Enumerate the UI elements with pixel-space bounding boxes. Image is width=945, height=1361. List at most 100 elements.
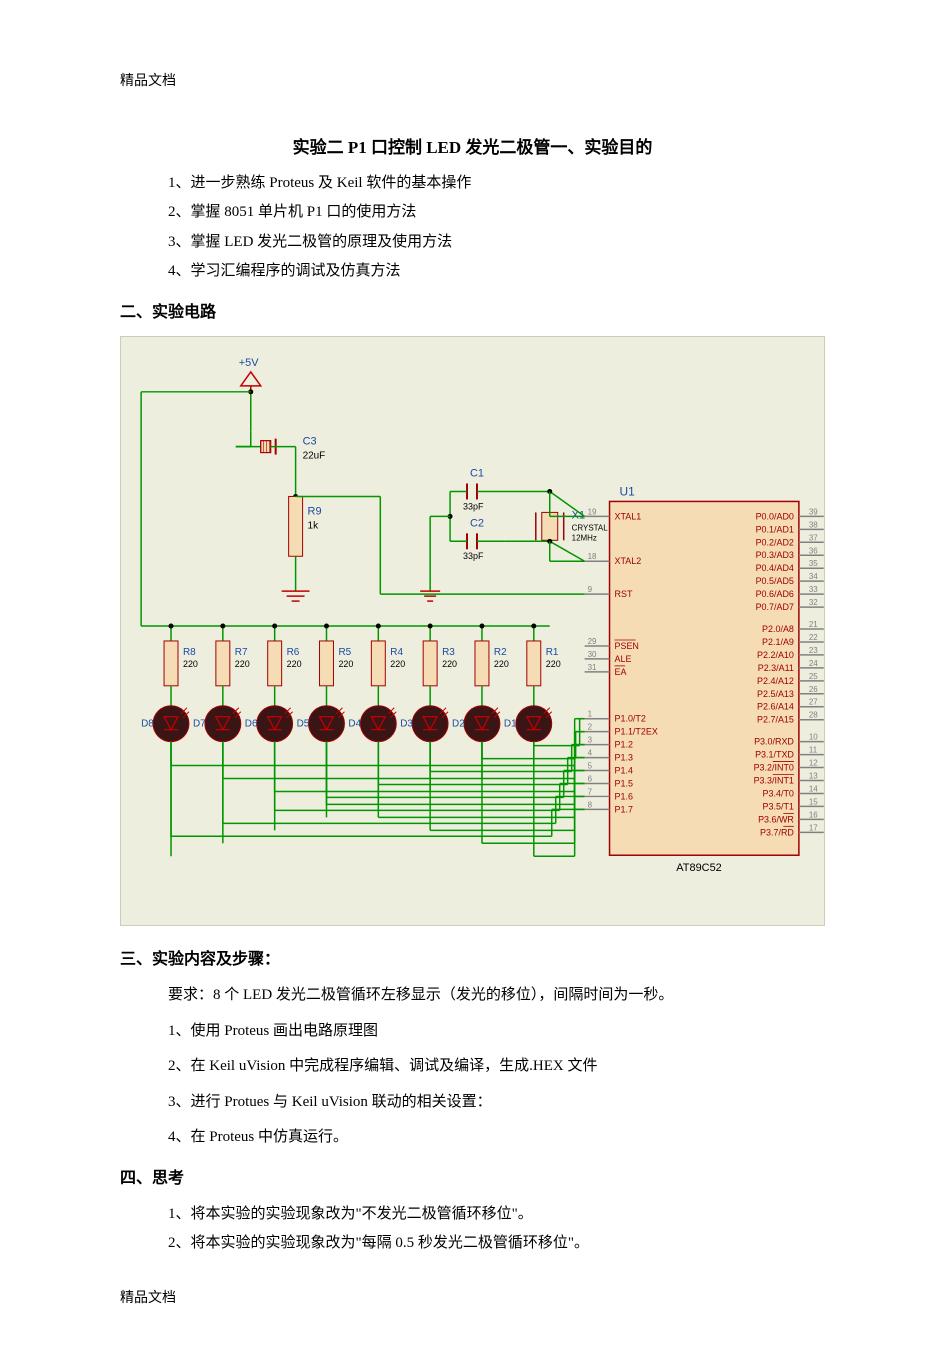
- svg-text:33: 33: [809, 585, 818, 594]
- svg-text:8: 8: [588, 800, 593, 809]
- svg-text:C3: C3: [303, 436, 317, 448]
- svg-text:P2.3/A11: P2.3/A11: [758, 663, 794, 673]
- svg-text:D6: D6: [245, 719, 258, 730]
- svg-text:24: 24: [809, 659, 818, 668]
- svg-text:PSEN: PSEN: [615, 641, 639, 651]
- svg-text:P0.6/AD6: P0.6/AD6: [756, 589, 794, 599]
- svg-text:C1: C1: [470, 467, 484, 479]
- steps-list: 1、使用 Proteus 画出电路原理图2、在 Keil uVision 中完成…: [120, 1019, 825, 1151]
- svg-text:1k: 1k: [308, 520, 319, 531]
- svg-text:220: 220: [442, 659, 457, 669]
- svg-text:220: 220: [287, 659, 302, 669]
- svg-text:R3: R3: [442, 647, 455, 658]
- svg-text:P0.1/AD1: P0.1/AD1: [756, 524, 794, 534]
- svg-text:220: 220: [546, 659, 561, 669]
- svg-text:23: 23: [809, 646, 818, 655]
- svg-text:C2: C2: [470, 517, 484, 529]
- svg-text:7: 7: [588, 787, 593, 796]
- svg-text:D5: D5: [297, 719, 310, 730]
- svg-text:25: 25: [809, 672, 818, 681]
- svg-text:32: 32: [809, 598, 818, 607]
- svg-text:P1.0/T2: P1.0/T2: [615, 714, 646, 724]
- svg-text:ALE: ALE: [615, 654, 632, 664]
- svg-text:P0.5/AD5: P0.5/AD5: [756, 576, 794, 586]
- svg-text:14: 14: [809, 784, 818, 793]
- svg-text:P0.4/AD4: P0.4/AD4: [756, 563, 794, 573]
- svg-text:10: 10: [809, 733, 818, 742]
- svg-text:19: 19: [588, 507, 597, 516]
- svg-text:36: 36: [809, 546, 818, 555]
- objective-item: 3、掌握 LED 发光二极管的原理及使用方法: [168, 230, 825, 256]
- page-footer: 精品文档: [120, 1287, 825, 1311]
- svg-text:XTAL1: XTAL1: [615, 511, 642, 521]
- svg-text:D2: D2: [452, 719, 465, 730]
- svg-text:D3: D3: [400, 719, 413, 730]
- svg-text:27: 27: [809, 698, 818, 707]
- svg-text:P0.2/AD2: P0.2/AD2: [756, 537, 794, 547]
- svg-text:P0.7/AD7: P0.7/AD7: [756, 602, 794, 612]
- thoughts-list: 1、将本实验的实验现象改为"不发光二极管循环移位"。 2、将本实验的实验现象改为"…: [120, 1202, 825, 1257]
- svg-text:P3.1/TXD: P3.1/TXD: [755, 749, 794, 759]
- svg-text:P1.4: P1.4: [615, 765, 633, 775]
- svg-text:31: 31: [588, 663, 597, 672]
- svg-text:12: 12: [809, 758, 818, 767]
- svg-text:+5V: +5V: [239, 357, 259, 369]
- requirement-text: 要求：8 个 LED 发光二极管循环左移显示（发光的移位），间隔时间为一秒。: [120, 983, 825, 1009]
- svg-text:R8: R8: [183, 647, 196, 658]
- svg-text:P1.2: P1.2: [615, 739, 633, 749]
- svg-text:D7: D7: [193, 719, 206, 730]
- svg-text:17: 17: [809, 823, 818, 832]
- svg-text:11: 11: [809, 745, 818, 754]
- svg-text:15: 15: [809, 797, 818, 806]
- svg-text:33pF: 33pF: [463, 551, 484, 561]
- thought-item: 1、将本实验的实验现象改为"不发光二极管循环移位"。: [168, 1202, 825, 1228]
- svg-text:P3.2/INT0: P3.2/INT0: [754, 762, 794, 772]
- svg-text:R2: R2: [494, 647, 507, 658]
- svg-text:2: 2: [588, 723, 593, 732]
- objective-item: 4、学习汇编程序的调试及仿真方法: [168, 259, 825, 285]
- svg-text:220: 220: [494, 659, 509, 669]
- svg-text:R6: R6: [287, 647, 300, 658]
- svg-text:R5: R5: [338, 647, 351, 658]
- svg-text:38: 38: [809, 520, 818, 529]
- svg-text:220: 220: [390, 659, 405, 669]
- svg-text:P3.6/WR: P3.6/WR: [758, 814, 794, 824]
- svg-text:22uF: 22uF: [303, 450, 326, 461]
- svg-text:P1.5: P1.5: [615, 778, 633, 788]
- experiment-title: 实验二 P1 口控制 LED 发光二极管一、实验目的: [120, 134, 825, 163]
- svg-text:P1.3: P1.3: [615, 752, 633, 762]
- svg-text:12MHz: 12MHz: [572, 533, 597, 542]
- svg-text:39: 39: [809, 507, 818, 516]
- thought-item: 2、将本实验的实验现象改为"每隔 0.5 秒发光二极管循环移位"。: [168, 1231, 825, 1257]
- svg-text:34: 34: [809, 572, 818, 581]
- svg-text:18: 18: [588, 552, 597, 561]
- svg-text:4: 4: [588, 748, 593, 757]
- objective-item: 1、进一步熟练 Proteus 及 Keil 软件的基本操作: [168, 171, 825, 197]
- svg-text:R9: R9: [308, 505, 322, 517]
- section4-heading: 四、思考: [120, 1165, 825, 1192]
- svg-text:29: 29: [588, 637, 597, 646]
- objectives-list: 1、进一步熟练 Proteus 及 Keil 软件的基本操作 2、掌握 8051 …: [120, 171, 825, 285]
- step-item: 4、在 Proteus 中仿真运行。: [168, 1125, 825, 1151]
- svg-text:P0.3/AD3: P0.3/AD3: [756, 550, 794, 560]
- page-header: 精品文档: [120, 70, 825, 94]
- svg-text:D1: D1: [504, 719, 517, 730]
- svg-text:EA: EA: [615, 667, 627, 677]
- svg-text:D8: D8: [141, 719, 154, 730]
- svg-text:P2.7/A15: P2.7/A15: [757, 715, 794, 725]
- svg-text:RST: RST: [615, 589, 633, 599]
- objective-item: 2、掌握 8051 单片机 P1 口的使用方法: [168, 200, 825, 226]
- svg-text:U1: U1: [620, 484, 636, 498]
- svg-text:P0.0/AD0: P0.0/AD0: [756, 511, 794, 521]
- svg-text:28: 28: [809, 711, 818, 720]
- svg-text:16: 16: [809, 810, 818, 819]
- svg-text:R1: R1: [546, 647, 559, 658]
- svg-text:35: 35: [809, 559, 818, 568]
- svg-text:P1.6: P1.6: [615, 791, 633, 801]
- step-item: 1、使用 Proteus 画出电路原理图: [168, 1019, 825, 1045]
- svg-text:R7: R7: [235, 647, 248, 658]
- svg-text:21: 21: [809, 620, 818, 629]
- svg-text:220: 220: [338, 659, 353, 669]
- section2-heading: 二、实验电路: [120, 299, 825, 326]
- svg-text:P2.0/A8: P2.0/A8: [762, 624, 794, 634]
